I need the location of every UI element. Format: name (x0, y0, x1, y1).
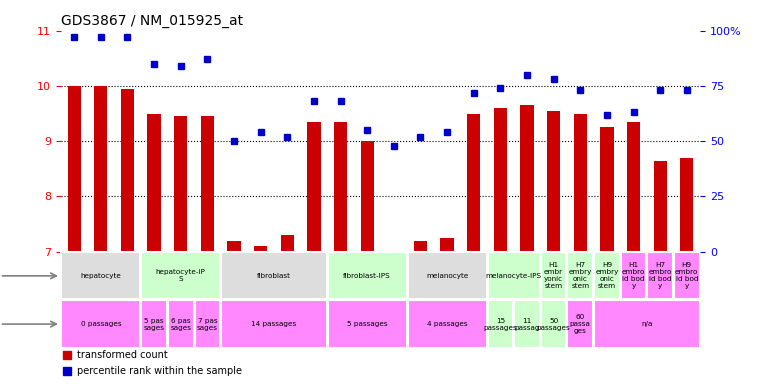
Bar (547, 111, 560, 252)
FancyBboxPatch shape (408, 252, 486, 300)
FancyBboxPatch shape (594, 300, 699, 348)
FancyBboxPatch shape (328, 300, 406, 348)
Bar (68, 86, 81, 252)
Text: H9
embro
id bod
y: H9 embro id bod y (675, 262, 699, 290)
Bar (254, 246, 267, 252)
Text: 15
passages: 15 passages (483, 318, 517, 331)
Text: transformed count: transformed count (77, 350, 167, 360)
Bar (441, 238, 454, 252)
Text: 5 pas
sages: 5 pas sages (144, 318, 164, 331)
FancyBboxPatch shape (195, 300, 220, 348)
Text: 4 passages: 4 passages (427, 321, 467, 327)
FancyBboxPatch shape (541, 300, 566, 348)
FancyBboxPatch shape (408, 300, 486, 348)
Bar (201, 116, 214, 252)
Bar (174, 116, 187, 252)
Text: hepatocyte: hepatocyte (81, 273, 121, 279)
Text: hepatocyte-iP
S: hepatocyte-iP S (156, 269, 205, 282)
FancyBboxPatch shape (168, 300, 193, 348)
FancyBboxPatch shape (514, 300, 540, 348)
Text: 14 passages: 14 passages (251, 321, 297, 327)
Bar (414, 241, 427, 252)
Bar (627, 122, 640, 252)
FancyBboxPatch shape (221, 300, 326, 348)
FancyBboxPatch shape (488, 252, 540, 300)
Bar (94, 86, 107, 252)
Text: H1
embro
id bod
y: H1 embro id bod y (622, 262, 645, 290)
Bar (600, 127, 613, 252)
Bar (680, 158, 693, 252)
Bar (281, 235, 294, 252)
Bar (574, 114, 587, 252)
Text: GDS3867 / NM_015925_at: GDS3867 / NM_015925_at (61, 14, 243, 28)
Text: H1
embr
yonic
stem: H1 embr yonic stem (544, 262, 563, 290)
FancyBboxPatch shape (621, 252, 646, 300)
Text: 50
passages: 50 passages (537, 318, 571, 331)
Bar (228, 241, 240, 252)
FancyBboxPatch shape (328, 252, 406, 300)
Text: percentile rank within the sample: percentile rank within the sample (77, 366, 242, 376)
FancyBboxPatch shape (62, 300, 140, 348)
FancyBboxPatch shape (541, 252, 566, 300)
Text: 7 pas
sages: 7 pas sages (197, 318, 218, 331)
Text: fibroblast-IPS: fibroblast-IPS (343, 273, 391, 279)
Text: H7
embro
id bod
y: H7 embro id bod y (648, 262, 672, 290)
Bar (467, 114, 480, 252)
FancyBboxPatch shape (488, 300, 513, 348)
Text: 60
passa
ges: 60 passa ges (570, 314, 591, 334)
FancyBboxPatch shape (648, 252, 673, 300)
Bar (361, 141, 374, 252)
Bar (494, 108, 507, 252)
FancyBboxPatch shape (62, 252, 140, 300)
Text: 11
passag: 11 passag (514, 318, 540, 331)
Text: 6 pas
sages: 6 pas sages (170, 318, 191, 331)
Text: n/a: n/a (642, 321, 652, 327)
Bar (521, 105, 533, 252)
Bar (334, 122, 347, 252)
Bar (307, 122, 320, 252)
Bar (148, 114, 161, 252)
FancyBboxPatch shape (568, 252, 593, 300)
FancyBboxPatch shape (221, 252, 326, 300)
FancyBboxPatch shape (674, 252, 699, 300)
Text: H9
embry
onic
stem: H9 embry onic stem (595, 262, 619, 290)
FancyBboxPatch shape (568, 300, 593, 348)
Text: melanocyte: melanocyte (426, 273, 468, 279)
FancyBboxPatch shape (594, 252, 619, 300)
FancyBboxPatch shape (142, 252, 220, 300)
FancyBboxPatch shape (142, 300, 167, 348)
Text: 0 passages: 0 passages (81, 321, 121, 327)
Text: 5 passages: 5 passages (347, 321, 387, 327)
Text: fibroblast: fibroblast (257, 273, 291, 279)
Bar (121, 89, 134, 252)
Bar (654, 161, 667, 252)
Text: H7
embry
onic
stem: H7 embry onic stem (568, 262, 592, 290)
Text: melanocyte-IPS: melanocyte-IPS (486, 273, 542, 279)
